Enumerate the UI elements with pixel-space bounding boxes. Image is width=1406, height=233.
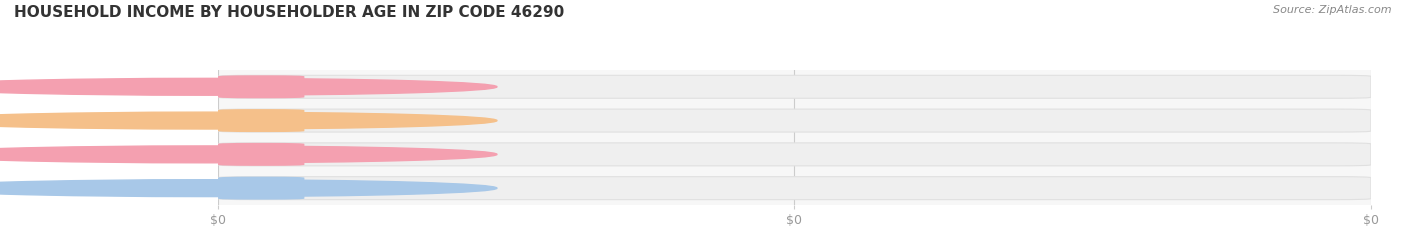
Circle shape (0, 112, 496, 129)
FancyBboxPatch shape (218, 143, 304, 166)
Text: $0: $0 (253, 80, 270, 93)
FancyBboxPatch shape (218, 75, 1371, 98)
Text: $0: $0 (253, 114, 270, 127)
Circle shape (0, 78, 496, 95)
Text: $0: $0 (253, 148, 270, 161)
Text: $0: $0 (253, 182, 270, 195)
FancyBboxPatch shape (218, 177, 1371, 200)
Circle shape (0, 180, 496, 197)
Text: HOUSEHOLD INCOME BY HOUSEHOLDER AGE IN ZIP CODE 46290: HOUSEHOLD INCOME BY HOUSEHOLDER AGE IN Z… (14, 5, 564, 20)
FancyBboxPatch shape (218, 109, 1371, 132)
Text: Source: ZipAtlas.com: Source: ZipAtlas.com (1274, 5, 1392, 15)
FancyBboxPatch shape (218, 75, 304, 98)
FancyBboxPatch shape (218, 177, 304, 200)
FancyBboxPatch shape (218, 109, 304, 132)
FancyBboxPatch shape (218, 143, 1371, 166)
Circle shape (0, 146, 496, 163)
